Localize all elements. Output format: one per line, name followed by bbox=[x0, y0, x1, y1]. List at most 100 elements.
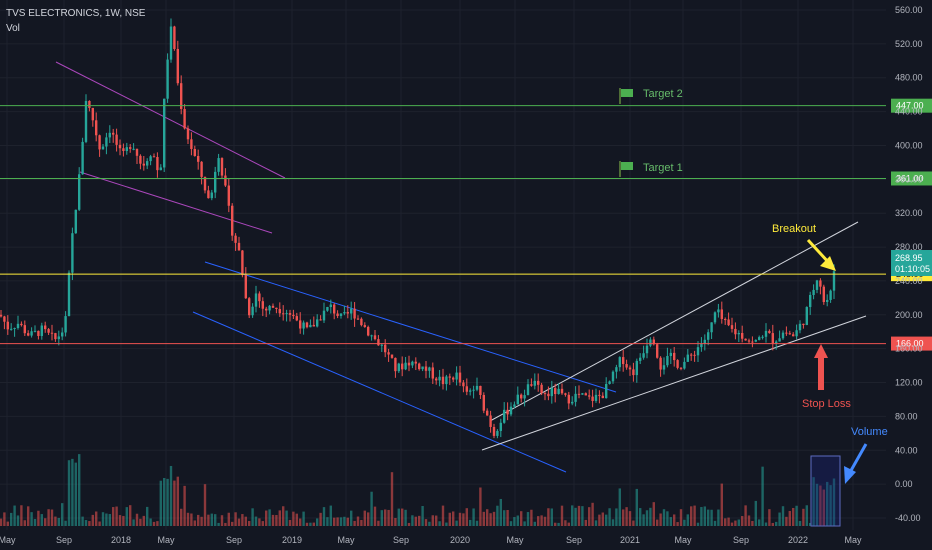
y-tick-label: 440.00 bbox=[895, 107, 923, 117]
volume-bar bbox=[564, 520, 567, 526]
downtrend-channel-lower bbox=[192, 311, 567, 473]
volume-bar bbox=[387, 509, 390, 526]
candle-body bbox=[207, 190, 210, 199]
candle-body bbox=[458, 372, 462, 383]
volume-bar bbox=[414, 516, 417, 526]
volume-bar bbox=[469, 519, 472, 526]
volume-bar bbox=[509, 521, 513, 526]
x-tick-label: 2018 bbox=[111, 535, 131, 545]
volume-bar bbox=[16, 515, 20, 526]
candle-body bbox=[30, 331, 33, 336]
candle-body bbox=[3, 316, 6, 322]
candle-body bbox=[0, 314, 3, 317]
volume-bar bbox=[390, 472, 394, 526]
candle-body bbox=[486, 410, 489, 416]
candle-body bbox=[775, 341, 778, 344]
volume-bar bbox=[513, 517, 516, 526]
level-tag-stop bbox=[891, 336, 932, 351]
y-tick-label: 360.00 bbox=[895, 174, 923, 184]
candle-body bbox=[363, 325, 366, 327]
target-2-flag-icon bbox=[619, 88, 633, 104]
candle-body bbox=[183, 109, 186, 129]
volume-bar bbox=[448, 512, 451, 526]
volume-bar bbox=[278, 510, 281, 526]
candle-body bbox=[496, 430, 499, 436]
volume-bar bbox=[299, 518, 302, 526]
stop-loss-arrow-icon bbox=[814, 344, 828, 390]
candle-body bbox=[588, 395, 591, 397]
candle-body bbox=[475, 385, 479, 390]
candle-body bbox=[322, 310, 326, 321]
candle-body bbox=[268, 305, 271, 311]
volume-bar bbox=[584, 519, 587, 526]
volume-bar bbox=[642, 514, 645, 526]
candle-body bbox=[23, 325, 26, 334]
volume-bar bbox=[747, 515, 751, 526]
candle-body bbox=[465, 386, 468, 392]
candle-body bbox=[115, 134, 118, 145]
volume-bar bbox=[751, 520, 754, 526]
candle-body bbox=[506, 409, 509, 415]
volume-bar bbox=[560, 505, 564, 526]
candle-body bbox=[618, 357, 621, 368]
candle-body bbox=[492, 426, 496, 436]
candle-body bbox=[557, 388, 560, 395]
candle-body bbox=[482, 394, 485, 411]
candle-body bbox=[734, 328, 737, 335]
candle-body bbox=[560, 388, 564, 394]
volume-bar bbox=[713, 520, 717, 526]
volume-bar bbox=[404, 509, 407, 526]
volume-bar bbox=[237, 518, 241, 526]
candle-body bbox=[329, 304, 332, 308]
time-axis[interactable]: May Sep 2018 May Sep 2019 May Sep 2020 May Sep 2021… bbox=[0, 535, 862, 545]
volume-bar bbox=[686, 514, 689, 526]
volume-bar bbox=[6, 521, 9, 526]
volume-bar bbox=[122, 515, 125, 526]
volume-bar bbox=[554, 522, 557, 526]
volume-bar bbox=[78, 454, 81, 526]
candle-body bbox=[598, 394, 601, 396]
candle-body bbox=[781, 332, 785, 339]
candle-body bbox=[438, 376, 441, 381]
volume-bar bbox=[516, 515, 519, 526]
candle-body bbox=[686, 354, 689, 362]
volume-bar bbox=[380, 510, 383, 526]
candle-body bbox=[285, 313, 288, 315]
volume-bar bbox=[322, 507, 326, 526]
candle-body bbox=[295, 316, 298, 321]
candle-body bbox=[584, 393, 587, 396]
volume-bar bbox=[384, 509, 387, 526]
volume-bar bbox=[775, 521, 778, 526]
volume-bar bbox=[571, 505, 574, 526]
candle-body bbox=[163, 98, 166, 168]
candle-body bbox=[373, 335, 377, 340]
x-tick-label: May bbox=[844, 535, 862, 545]
candle-body bbox=[717, 309, 720, 313]
volume-bar bbox=[227, 512, 230, 526]
candle-body bbox=[57, 336, 60, 340]
price-axis[interactable]: 560.00 520.00 480.00 440.00 400.00 360.00 320.… bbox=[895, 5, 923, 523]
x-tick-label: May bbox=[674, 535, 692, 545]
volume-bar bbox=[577, 505, 581, 526]
volume-bar bbox=[27, 506, 30, 526]
volume-bar bbox=[220, 515, 224, 526]
candle-body bbox=[105, 137, 108, 147]
candle-body bbox=[679, 367, 683, 369]
candle-body bbox=[248, 298, 251, 316]
volume-bar bbox=[659, 513, 662, 526]
candle-body bbox=[441, 376, 445, 385]
volume-bar bbox=[693, 505, 696, 526]
volume-bar bbox=[441, 505, 445, 526]
candle-body bbox=[200, 161, 203, 177]
candle-body bbox=[540, 384, 543, 394]
volume-bar bbox=[788, 510, 791, 526]
candle-body bbox=[703, 339, 706, 344]
candle-body bbox=[142, 163, 145, 166]
candle-body bbox=[693, 354, 696, 356]
volume-bar bbox=[370, 491, 373, 526]
volume-bar bbox=[305, 522, 309, 526]
candle-body bbox=[809, 294, 812, 308]
candle-body bbox=[278, 309, 281, 314]
candle-body bbox=[520, 394, 523, 399]
